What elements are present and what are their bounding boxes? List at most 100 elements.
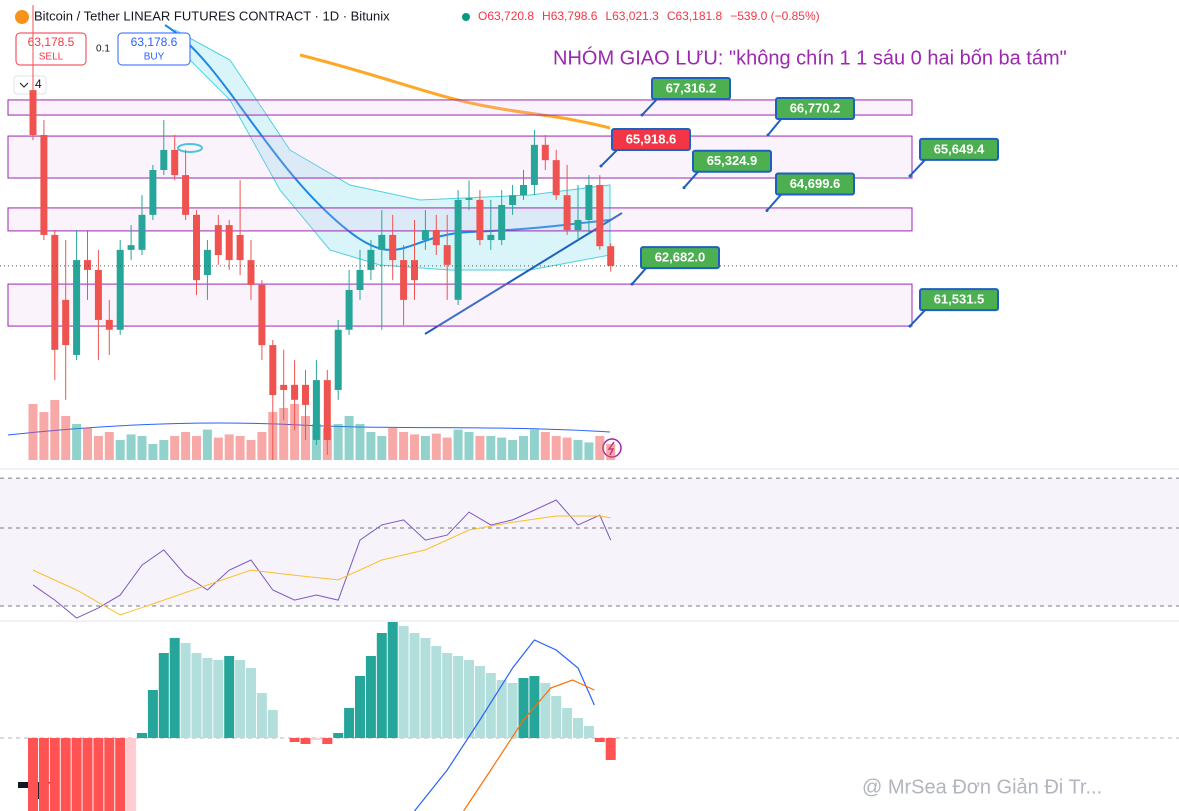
macd-histogram [365,656,376,738]
volume-bar [529,429,539,460]
volume-bar [486,436,496,460]
macd-histogram [104,738,115,811]
volume-bar [453,429,463,460]
volume-bar [170,436,180,460]
volume-bar [202,429,212,460]
price-label-box [640,246,720,270]
volume-bar [366,432,376,460]
candle-body [585,184,593,220]
price-label-box [775,96,855,120]
status-dot [462,13,470,21]
volume-bar [224,434,234,460]
candle-body [552,160,560,196]
volume-bar [126,434,136,460]
price-label-box [651,77,731,101]
volume-bar [573,440,583,460]
ohlc-value: −539.0 (−0.85%) [730,9,819,23]
macd-histogram [289,738,300,742]
volume-bar [137,436,147,460]
candle-body [171,149,179,176]
candle-body [378,234,386,250]
candle-body [225,225,233,261]
label-anchor [599,164,603,168]
candle-body [84,260,91,270]
volume-bar [93,436,103,460]
zone [7,135,913,179]
macd-histogram [38,738,49,811]
volume-bar [311,424,321,460]
macd-histogram [267,710,278,738]
candle-body [443,245,451,265]
ohlc-value: C63,181.8 [667,9,723,23]
volume-bar [246,440,256,460]
candle-body [138,214,146,250]
label-anchor [908,174,912,178]
macd-histogram [115,738,126,811]
chevron [19,82,29,88]
volume-bar [355,424,365,460]
candle-body [149,169,157,215]
candle-body [73,260,81,355]
macd-histogram [246,668,256,738]
candle-body [411,260,418,281]
buy-button[interactable] [117,32,191,66]
volume-bar [290,404,300,460]
candle-body [160,149,168,170]
label-anchor [640,113,644,117]
candle-body [280,384,288,390]
volume-bar [431,433,441,460]
label-anchor [908,324,912,328]
buy-label: BUY [144,52,165,63]
candle-body [247,260,255,285]
macd-histogram [518,678,529,738]
macd-histogram [507,683,518,738]
macd-histogram [551,696,562,738]
volume-bar [213,437,223,460]
label-pointer [631,266,648,285]
ohlc-value: L63,021.3 [605,9,659,23]
volume-bar [28,404,38,460]
macd-histogram [573,718,583,738]
candle-body [530,144,538,185]
volume-bar [39,412,49,460]
label-pointer [766,192,783,212]
volume-bar [279,408,289,460]
spread: 0.1 [96,44,110,55]
label-anchor [682,186,686,190]
candle-body [356,269,364,291]
volume-bar [442,437,452,460]
macd-histogram [420,638,431,738]
candle-body [454,199,462,300]
ohlc-group: O63,720.8 H63,798.6 L63,021.3 C63,181.8 −539… [478,9,820,23]
candle-body [323,380,331,440]
candle-body [574,219,582,230]
candle-body [476,199,484,241]
price-label-box [692,149,772,173]
volume-bar [322,428,332,460]
macd-histogram [169,638,180,738]
label-pointer [600,148,619,167]
watermark: @ MrSea Đơn Giản Đi Tr... [862,776,1102,798]
sell-label: SELL [39,52,64,63]
macd-histogram [409,633,420,738]
candle-body [116,249,124,330]
volume-bar [562,437,572,460]
candle-body [214,225,222,255]
volume-bar [420,436,430,460]
zone [7,283,913,327]
macd-histogram [464,660,474,738]
candle-body [302,384,309,405]
price-label: 65,324.9 [707,153,758,168]
candle-body [62,299,70,346]
price-label: 67,316.2 [666,80,717,95]
annotation: NHÓM GIAO LƯU: "không chín 1 1 sáu 0 hai… [553,46,1067,69]
moving-average [299,53,611,130]
candle-body [193,214,200,281]
candle-body [498,205,506,241]
volume-bar [159,440,169,460]
label-pointer [909,158,927,177]
price-label: 64,699.6 [790,176,841,191]
label-pointer [683,170,700,189]
volume-bar [72,424,82,460]
macd-histogram [355,676,365,738]
